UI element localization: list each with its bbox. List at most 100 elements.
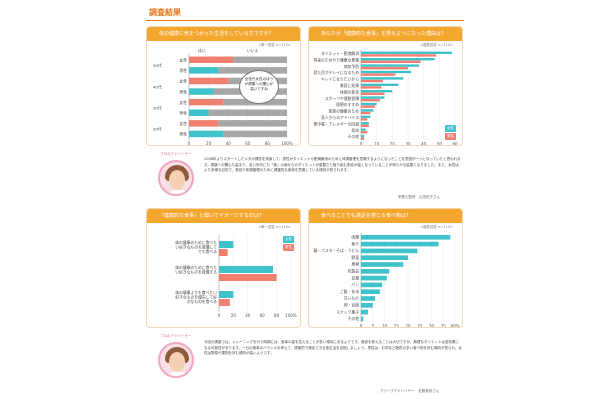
category-label: 食中毒・アレルギーの回避	[313, 121, 359, 126]
category-label: 魚介	[351, 241, 359, 246]
bar-yes	[189, 98, 224, 106]
x-tick-label: 20	[206, 141, 212, 146]
bar-male	[361, 73, 396, 76]
bar-female	[361, 70, 412, 74]
category-label: 甘いもの	[344, 296, 359, 301]
category-label: 家族の健康のため	[329, 109, 360, 114]
bar	[361, 316, 364, 322]
panel-header: 食べることでも満足を感じる食べ物は？	[309, 209, 462, 223]
x-tick-label: 60	[245, 141, 251, 146]
x-tick-label: 5	[371, 323, 374, 328]
category-label: 病気予防	[344, 64, 359, 69]
bar-yes	[189, 77, 229, 85]
x-tick-label: 10	[382, 323, 388, 328]
category-label: ダイエット・肥満解消	[321, 51, 359, 56]
bar-female	[361, 115, 371, 118]
advisor-caption: プロのアドバイザー	[160, 334, 192, 338]
category-label: その他	[348, 134, 360, 139]
bar-no	[208, 109, 287, 116]
x-tick-label: 20	[231, 313, 237, 318]
bar-female	[361, 96, 385, 99]
x-tick-label: 20	[405, 323, 411, 328]
category-label: 乳製品	[348, 269, 360, 274]
category-label: 体の健康よりも食べたい	[175, 290, 217, 295]
bar-male	[361, 131, 368, 134]
bar-male	[361, 124, 369, 127]
category-label: キレイになりたいから	[321, 77, 359, 82]
advisor-avatar	[158, 342, 194, 378]
gender-label: 女性	[179, 58, 187, 63]
legend-female: 女性	[283, 236, 294, 243]
bar-female	[219, 241, 234, 248]
category-label: 将来のためやり健康な食事	[313, 57, 359, 62]
bar	[361, 289, 380, 294]
legend-yes: はい	[198, 48, 206, 53]
panel-reasons: あなたが「健康的な食事」を摂るようになった理由は？ <複数回答 n=115> 0…	[308, 26, 463, 146]
bar-no	[223, 130, 287, 138]
x-tick-label: 0	[360, 323, 363, 328]
advisor-signature: 栄養士監修 山田花子さん	[398, 195, 440, 199]
gender-label: 女性	[179, 121, 187, 126]
bar-yes	[189, 56, 234, 63]
category-label: 体調の変化	[340, 89, 359, 94]
advisor-comment: 今回の調査では、トレーニングを行う時期には、食事の量を控えることが多い傾向にある…	[204, 340, 462, 356]
legend-no: いいえ	[247, 48, 259, 53]
bar	[361, 241, 439, 247]
category-label: でも食べる	[198, 249, 217, 254]
bar-yes	[189, 130, 224, 138]
bar-female	[361, 134, 365, 138]
category-label: い好きなものを我慢する	[175, 270, 217, 275]
category-label: い好きなものを我慢して	[175, 245, 217, 250]
gender-label: 男性	[179, 68, 187, 73]
page-title: 調査結果	[149, 8, 181, 17]
advisor-comment: 2008年よりスタートしたメタボ健診を背景して、男性がダイエットや肥満解消のため…	[204, 157, 461, 173]
bar-female	[361, 64, 419, 67]
comment-bubble: 全世代女性のほうが健康への関心が高いですね	[239, 70, 279, 104]
age-label: 20代	[153, 127, 162, 132]
x-tick-label: 100%	[281, 141, 293, 146]
category-label: その他	[348, 316, 360, 321]
x-tick-label: 100%	[285, 313, 297, 318]
bar	[361, 262, 404, 267]
advisor-signature: グリーブアドバイザー 佐藤美咲さん	[380, 389, 440, 393]
bar-female	[361, 51, 452, 54]
bar	[361, 248, 418, 254]
category-label: 卵・豆腐	[344, 303, 359, 308]
bar-yes	[189, 67, 219, 74]
bar-male	[361, 99, 380, 102]
x-tick-label: 80	[274, 313, 280, 318]
category-label: 野菜	[351, 255, 359, 260]
sample-note: <単一回答 n=115>	[258, 43, 291, 47]
x-tick-label: 80	[265, 141, 271, 146]
bar-male	[361, 60, 421, 63]
bar-female	[219, 291, 234, 298]
bar-male	[219, 274, 277, 281]
panel-header: あなたが「健康的な食事」を摂るようになった理由は？	[309, 27, 462, 41]
category-label: スナック菓子	[336, 309, 359, 314]
legend-male: 男性	[283, 244, 294, 251]
age-label: 40代	[153, 84, 162, 89]
x-tick-label: 30	[429, 323, 435, 328]
category-label: 美容に効果	[340, 83, 359, 88]
avatar-face	[169, 170, 185, 190]
panel-question: あなたが「健康的な食事」を摂るようになった理由は？	[321, 31, 447, 37]
bar	[361, 255, 408, 260]
x-tick-label: 60	[260, 313, 266, 318]
bar-male	[361, 54, 437, 57]
chart-image: 0 20 40 60 80 100% 体の健康のために食べたい好きなものを我慢してでも食べる…	[175, 235, 297, 318]
bar	[361, 269, 390, 274]
x-tick-label: 30	[405, 142, 411, 146]
chart-reasons: 0 10 20 30 40 50 60 ダイエット・肥満解消将来のためやり健康な食事病気予防見…	[313, 50, 458, 146]
chart-satisfying-foods: 0 5 10 15 20 25 30 35 40% 肉類魚介麺・パスタ・そば・うどん野菜果物乳製品…	[313, 233, 460, 328]
bar-male	[361, 118, 368, 121]
bar-male	[361, 92, 385, 95]
advisor-caption: プロのアドバイザー	[160, 152, 192, 156]
age-label: 30代	[153, 106, 162, 111]
bar-male	[361, 79, 383, 83]
category-label: 見た目がキレイになるため	[313, 70, 359, 75]
panel-header: 体の健康に気をつかった生活をしている方ですか？	[147, 27, 300, 41]
category-label: 果物	[351, 262, 359, 267]
x-tick-label: 40	[245, 313, 251, 318]
gender-label: 女性	[179, 79, 187, 84]
category-label: 家人からのアドバイス	[321, 115, 359, 120]
